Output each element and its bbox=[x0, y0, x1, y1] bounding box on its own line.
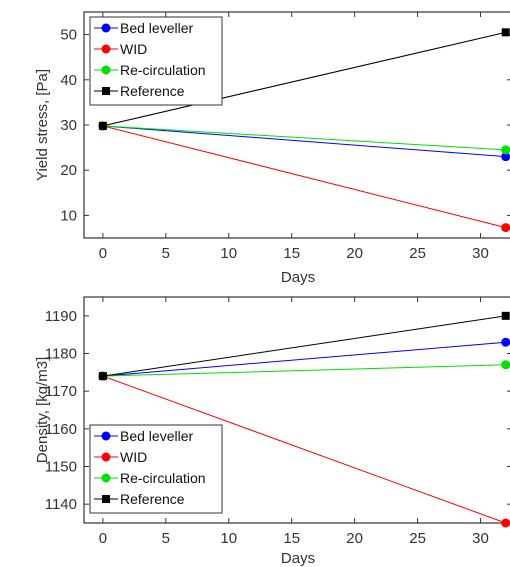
series-line bbox=[102, 364, 506, 377]
legend-box bbox=[89, 424, 223, 514]
y-tick-label: 1180 bbox=[45, 346, 77, 363]
x-tick-label: 20 bbox=[346, 245, 363, 262]
legend-marker bbox=[101, 65, 111, 75]
y-tick-label: 40 bbox=[60, 72, 77, 89]
y-tick-label: 1140 bbox=[45, 496, 77, 513]
x-axis-title: Days bbox=[281, 550, 315, 567]
x-tick-label: 5 bbox=[162, 245, 170, 262]
data-point bbox=[501, 145, 510, 155]
x-tick-label: 25 bbox=[409, 530, 426, 547]
plot-frame bbox=[83, 296, 510, 524]
series-line bbox=[102, 341, 506, 377]
series-line bbox=[102, 125, 506, 158]
x-axis-title: Days bbox=[281, 269, 315, 286]
legend-label: Reference bbox=[120, 491, 185, 507]
legend-label: Reference bbox=[120, 83, 185, 99]
x-tick-label: 30 bbox=[472, 530, 489, 547]
y-tick-label: 50 bbox=[60, 27, 77, 44]
data-point bbox=[501, 311, 510, 320]
series-line bbox=[102, 125, 506, 151]
legend-marker bbox=[101, 431, 111, 441]
legend-marker bbox=[101, 23, 111, 33]
y-tick-label: 1150 bbox=[45, 459, 77, 476]
x-tick-label: 5 bbox=[162, 530, 170, 547]
data-point bbox=[501, 28, 510, 37]
data-point bbox=[501, 223, 510, 233]
series-line bbox=[102, 375, 506, 524]
series-line bbox=[102, 315, 506, 377]
legend-label: WID bbox=[120, 41, 147, 57]
x-tick-label: 20 bbox=[346, 530, 363, 547]
x-tick-label: 25 bbox=[409, 245, 426, 262]
legend-marker bbox=[101, 473, 111, 483]
x-tick-label: 0 bbox=[99, 245, 107, 262]
legend-label: Bed leveller bbox=[120, 20, 193, 36]
legend-marker bbox=[102, 87, 110, 95]
density-chart: 0 5 10 15 20 25 30 1140 1150 1160 1170 1180 1190 Bed… bbox=[34, 296, 510, 567]
data-point bbox=[98, 121, 107, 130]
y-tick-label: 1190 bbox=[45, 308, 77, 325]
series-line bbox=[102, 125, 506, 229]
legend-label: Bed leveller bbox=[120, 428, 193, 444]
y-tick-label: 30 bbox=[60, 117, 77, 134]
data-point bbox=[98, 372, 107, 381]
yield-stress-chart: 0 5 10 15 20 25 30 10 20 30 40 50 Bed leveller WID Re… bbox=[34, 11, 510, 286]
data-point bbox=[501, 337, 510, 347]
legend-box bbox=[89, 16, 223, 106]
y-tick-label: 1170 bbox=[45, 383, 77, 400]
x-tick-label: 15 bbox=[283, 245, 300, 262]
y-axis-title: Density, [kg/m3] bbox=[34, 357, 51, 463]
legend-label: Re-circulation bbox=[120, 470, 206, 486]
legend-label: Re-circulation bbox=[120, 62, 206, 78]
legend-marker bbox=[102, 495, 110, 503]
x-tick-label: 30 bbox=[472, 245, 489, 262]
x-tick-label: 15 bbox=[283, 530, 300, 547]
legend-marker bbox=[101, 452, 111, 462]
data-point bbox=[501, 360, 510, 370]
y-axis-title: Yield stress, [Pa] bbox=[34, 69, 51, 181]
x-tick-label: 10 bbox=[220, 245, 237, 262]
y-tick-label: 20 bbox=[60, 162, 77, 179]
x-tick-label: 10 bbox=[220, 530, 237, 547]
data-point bbox=[501, 518, 510, 528]
y-tick-label: 1160 bbox=[45, 421, 77, 438]
legend-marker bbox=[101, 44, 111, 54]
series-line bbox=[102, 31, 506, 127]
legend-label: WID bbox=[120, 449, 147, 465]
data-point bbox=[501, 152, 510, 162]
y-tick-label: 10 bbox=[60, 207, 77, 224]
x-tick-label: 0 bbox=[99, 530, 107, 547]
